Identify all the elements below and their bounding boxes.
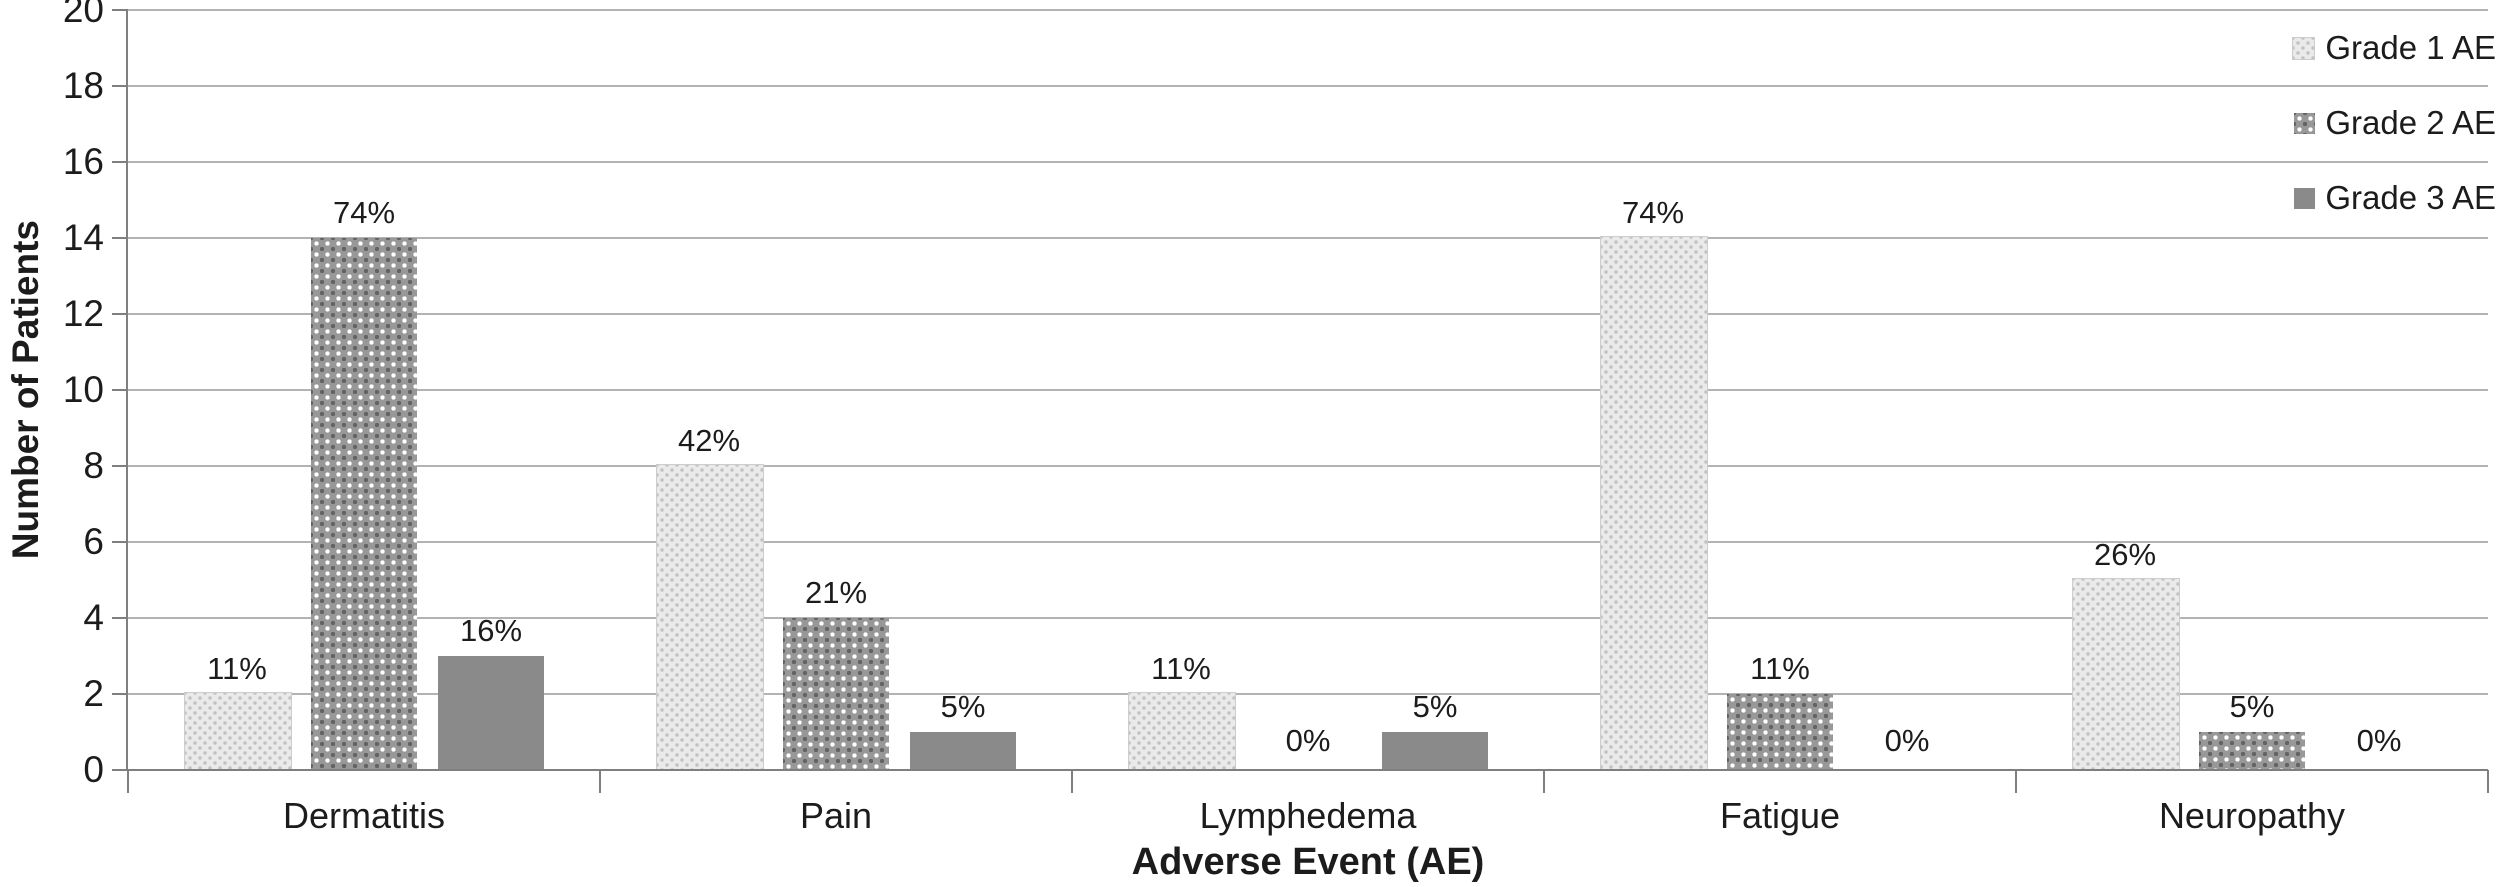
bar-value-label: 5% <box>940 689 986 724</box>
y-axis-tick <box>112 693 128 695</box>
x-axis-tick <box>127 770 129 793</box>
y-axis-tick <box>112 237 128 239</box>
y-axis-tick <box>112 465 128 467</box>
bar-value-label: 26% <box>2093 537 2157 572</box>
gridline <box>128 693 2488 695</box>
bar <box>783 618 889 770</box>
y-axis-tick <box>112 541 128 543</box>
bar <box>2072 578 2180 770</box>
x-axis-tick <box>599 770 601 793</box>
legend-item: Grade 2 AE <box>2292 101 2496 145</box>
y-axis-tick <box>112 313 128 315</box>
legend-item: Grade 3 AE <box>2292 176 2496 220</box>
category-label: Fatigue <box>1719 795 1841 836</box>
bar-value-label: 42% <box>677 423 741 458</box>
y-tick-label: 2 <box>83 673 104 714</box>
bar <box>438 656 544 770</box>
bar-value-label: 21% <box>804 575 868 610</box>
y-axis-tick <box>112 85 128 87</box>
bar-value-label: 74% <box>1621 195 1685 230</box>
bar <box>656 464 764 770</box>
y-axis-tick <box>112 769 128 771</box>
legend-label: Grade 1 AE <box>2325 29 2496 66</box>
gridline <box>128 541 2488 543</box>
y-tick-label: 8 <box>83 445 104 486</box>
legend-label: Grade 2 AE <box>2325 104 2496 141</box>
y-tick-label: 14 <box>62 217 104 258</box>
bar-value-label: 11% <box>1151 651 1211 686</box>
x-axis-tick <box>1543 770 1545 793</box>
gridline <box>128 9 2488 11</box>
y-axis-tick <box>112 389 128 391</box>
legend-swatch <box>2292 36 2316 60</box>
bar <box>1727 694 1833 770</box>
category-label: Pain <box>799 795 873 836</box>
x-axis-tick <box>2015 770 2017 793</box>
bar-value-label: 0% <box>1285 723 1331 758</box>
y-tick-label: 12 <box>62 293 104 334</box>
gridline <box>128 465 2488 467</box>
bar-value-label: 5% <box>2229 689 2275 724</box>
bar-value-label: 0% <box>1884 723 1930 758</box>
y-axis-tick <box>112 617 128 619</box>
y-axis-tick <box>112 161 128 163</box>
x-axis-line <box>128 769 2488 771</box>
bar <box>2199 732 2305 770</box>
bar-value-label: 0% <box>2356 723 2402 758</box>
y-tick-label: 10 <box>62 369 104 410</box>
bar <box>1382 732 1488 770</box>
x-axis-tick <box>2487 770 2489 793</box>
legend-swatch <box>2294 187 2316 209</box>
legend-label: Grade 3 AE <box>2325 179 2496 216</box>
bar <box>1128 692 1236 770</box>
legend-item: Grade 1 AE <box>2292 26 2496 70</box>
bar-value-label: 5% <box>1412 689 1458 724</box>
plot-area: 11% 74% 16% 42% 21% 5% 11% 0% 5% 74% 11% 0% 26% 5% 0% <box>126 9 2488 771</box>
bar <box>1600 236 1708 770</box>
gridline <box>128 237 2488 239</box>
bar <box>311 238 417 770</box>
bar <box>184 692 292 770</box>
category-label: Neuropathy <box>2158 795 2346 836</box>
gridline <box>128 85 2488 87</box>
x-axis-tick <box>1071 770 1073 793</box>
gridline <box>128 617 2488 619</box>
gridline <box>128 161 2488 163</box>
legend: Grade 1 AE Grade 2 AE Grade 3 AE <box>2292 26 2496 251</box>
gridline <box>128 313 2488 315</box>
y-axis-tick <box>112 9 128 11</box>
category-label: Lymphedema <box>1199 795 1417 836</box>
bar-value-label: 11% <box>1750 651 1810 686</box>
bar-value-label: 11% <box>207 651 267 686</box>
y-tick-label: 4 <box>83 597 104 638</box>
y-tick-label: 20 <box>62 0 104 30</box>
gridline <box>128 389 2488 391</box>
y-tick-label: 0 <box>83 749 104 790</box>
bar <box>910 732 1016 770</box>
y-tick-label: 16 <box>62 141 104 182</box>
bar-value-label: 74% <box>332 195 396 230</box>
y-tick-label: 18 <box>62 65 104 106</box>
x-axis-title: Adverse Event (AE) <box>1131 841 1485 883</box>
y-tick-label: 6 <box>83 521 104 562</box>
bar-value-label: 16% <box>459 613 523 648</box>
legend-swatch <box>2294 112 2316 134</box>
category-label: Dermatitis <box>282 795 446 836</box>
